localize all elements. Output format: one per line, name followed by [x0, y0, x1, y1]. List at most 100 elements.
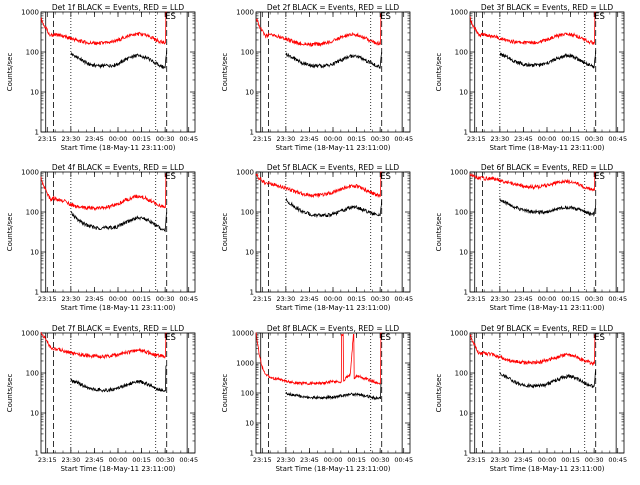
- x-axis-label: Start Time (18-May-11 23:11:00): [275, 144, 390, 152]
- x-tick-label: 00:45: [608, 135, 627, 143]
- x-tick-label: 23:15: [467, 456, 486, 464]
- y-tick-label: 10: [245, 249, 254, 257]
- y-tick-label: 100: [241, 209, 254, 217]
- annotation-label: ES: [380, 172, 391, 182]
- y-tick-label: 10: [245, 89, 254, 97]
- x-tick-label: 23:45: [514, 135, 533, 143]
- annotation-label: ES: [380, 333, 391, 343]
- y-tick-label: 100: [241, 49, 254, 57]
- plot-frame: [255, 171, 411, 293]
- y-tick-label: 1: [250, 450, 254, 458]
- y-tick-label: 10000: [232, 330, 254, 338]
- series-line-events: [285, 197, 383, 219]
- y-tick-label: 1000: [21, 9, 39, 17]
- series-line-events: [499, 198, 597, 217]
- x-tick-label: 00:30: [371, 295, 390, 303]
- y-axis-label: Counts/sec: [6, 374, 14, 413]
- detector-panel-8: Det 8f BLACK = Events, RED = LLD 1 10 100 10…: [221, 324, 413, 473]
- x-tick-label: 00:15: [347, 456, 366, 464]
- x-axis-label: Start Time (18-May-11 23:11:00): [489, 465, 604, 473]
- x-axis-label: Start Time (18-May-11 23:11:00): [60, 304, 175, 312]
- y-tick-label: 10: [245, 420, 254, 428]
- series-line-lld: [255, 13, 382, 48]
- x-tick-label: 23:15: [467, 295, 486, 303]
- y-tick-label: 10: [459, 249, 468, 257]
- x-tick-label: 23:30: [490, 135, 509, 143]
- x-axis-label: Start Time (18-May-11 23:11:00): [489, 304, 604, 312]
- y-tick-label: 1000: [450, 169, 468, 177]
- y-axis-label: Counts/sec: [221, 53, 229, 92]
- x-tick-label: 23:15: [38, 135, 57, 143]
- x-tick-label: 00:45: [608, 456, 627, 464]
- y-axis-label: Counts/sec: [221, 213, 229, 252]
- x-tick-label: 00:15: [132, 295, 151, 303]
- series-line-events: [285, 383, 382, 401]
- x-tick-label: 00:00: [109, 295, 128, 303]
- x-tick-label: 00:30: [371, 135, 390, 143]
- y-tick-label: 10: [30, 89, 39, 97]
- x-tick-label: 23:15: [253, 295, 272, 303]
- x-tick-label: 23:30: [276, 135, 295, 143]
- detector-panel-4: Det 4f BLACK = Events, RED = LLD 1 10 100 10…: [6, 163, 198, 312]
- x-tick-label: 00:00: [538, 456, 557, 464]
- x-axis-label: Start Time (18-May-11 23:11:00): [60, 465, 175, 473]
- x-tick-label: 23:30: [61, 456, 80, 464]
- x-tick-label: 23:15: [38, 295, 57, 303]
- series-line-events: [70, 211, 168, 233]
- y-tick-label: 10: [459, 410, 468, 418]
- y-tick-label: 10: [30, 410, 39, 418]
- series-line-events: [70, 365, 167, 393]
- detector-panel-6: Det 6f BLACK = Events, RED = LLD 1 10 100 10…: [435, 163, 627, 312]
- x-tick-label: 00:15: [561, 135, 580, 143]
- detector-panel-2: Det 2f BLACK = Events, RED = LLD 1 10 100 10…: [221, 3, 413, 152]
- x-tick-label: 00:30: [585, 135, 604, 143]
- x-tick-label: 00:30: [156, 135, 175, 143]
- y-axis-label: Counts/sec: [6, 213, 14, 252]
- x-tick-label: 23:45: [300, 295, 319, 303]
- panel-title: Det 8f BLACK = Events, RED = LLD: [267, 324, 400, 333]
- x-tick-label: 00:45: [179, 295, 198, 303]
- x-tick-label: 00:00: [538, 135, 557, 143]
- x-tick-label: 23:30: [490, 295, 509, 303]
- y-tick-label: 100: [26, 209, 39, 217]
- x-tick-label: 23:30: [276, 295, 295, 303]
- x-tick-label: 23:45: [300, 135, 319, 143]
- x-tick-label: 00:30: [371, 456, 390, 464]
- series-line-lld: [469, 11, 596, 45]
- panel-title: Det 7f BLACK = Events, RED = LLD: [52, 324, 185, 333]
- x-tick-label: 23:15: [38, 456, 57, 464]
- series-line-lld: [469, 333, 596, 367]
- detector-panel-9: Det 9f BLACK = Events, RED = LLD 1 10 100 10…: [435, 324, 627, 473]
- x-axis-label: Start Time (18-May-11 23:11:00): [489, 144, 604, 152]
- x-tick-label: 00:30: [585, 456, 604, 464]
- y-tick-label: 100: [241, 390, 254, 398]
- x-tick-label: 00:15: [132, 135, 151, 143]
- y-axis-label: Counts/sec: [435, 53, 443, 92]
- y-tick-label: 1000: [21, 169, 39, 177]
- annotation-label: ES: [594, 172, 605, 182]
- series-line-lld: [255, 171, 382, 199]
- x-tick-label: 23:15: [253, 456, 272, 464]
- plot-frame: [255, 11, 411, 133]
- x-axis-label: Start Time (18-May-11 23:11:00): [60, 144, 175, 152]
- panel-title: Det 3f BLACK = Events, RED = LLD: [481, 3, 614, 12]
- x-tick-label: 00:00: [324, 295, 343, 303]
- series-line-lld: [40, 173, 167, 211]
- detector-panel-5: Det 5f BLACK = Events, RED = LLD 1 10 100 10…: [221, 163, 413, 312]
- x-tick-label: 00:30: [156, 456, 175, 464]
- x-tick-label: 00:00: [324, 456, 343, 464]
- x-tick-label: 00:30: [585, 295, 604, 303]
- y-axis-label: Counts/sec: [6, 53, 14, 92]
- annotation-label: ES: [165, 333, 176, 343]
- x-tick-label: 23:30: [61, 295, 80, 303]
- panel-title: Det 2f BLACK = Events, RED = LLD: [267, 3, 400, 12]
- y-tick-label: 1000: [450, 330, 468, 338]
- x-tick-label: 23:30: [61, 135, 80, 143]
- y-tick-label: 1: [464, 450, 468, 458]
- y-tick-label: 1000: [236, 169, 254, 177]
- annotation-label: ES: [594, 333, 605, 343]
- detector-panel-7: Det 7f BLACK = Events, RED = LLD 1 10 100 10…: [6, 324, 198, 473]
- x-tick-label: 00:15: [347, 295, 366, 303]
- x-tick-label: 00:00: [109, 456, 128, 464]
- y-tick-label: 100: [26, 49, 39, 57]
